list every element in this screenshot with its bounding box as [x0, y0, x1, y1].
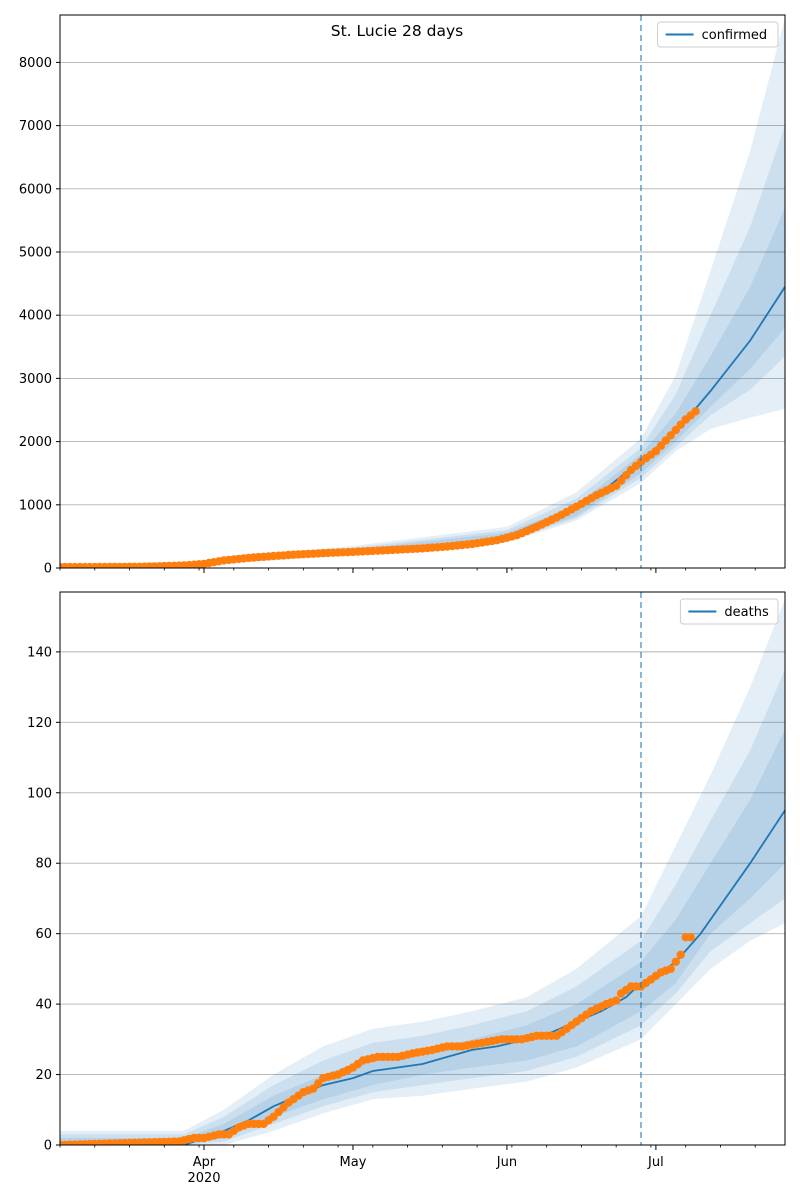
data-point	[656, 441, 666, 450]
legend: deaths	[679, 598, 779, 625]
y-axis: 0 1000 2000 3000 4000 5000 6000 7000 8000	[19, 56, 60, 577]
uncertainty-band	[60, 18, 785, 568]
y-tick-label: 7000	[19, 119, 52, 134]
x-axis	[59, 568, 756, 573]
x-tick-sublabel: 2020	[187, 1171, 220, 1186]
y-tick-label: 100	[27, 786, 52, 801]
y-tick-label: 120	[27, 716, 52, 731]
y-tick-label: 40	[35, 998, 52, 1013]
legend: confirmed	[657, 21, 779, 48]
data-point	[621, 471, 631, 480]
x-tick-label: Apr	[193, 1155, 216, 1170]
y-axis: 0 20 40 60 80 100 120 140	[27, 645, 60, 1154]
data-point	[671, 425, 680, 435]
observed-markers	[60, 407, 700, 568]
axes-frame	[59, 14, 786, 569]
y-tick-label: 60	[35, 927, 52, 942]
uncertainty-band	[60, 669, 785, 1145]
data-point	[666, 431, 675, 440]
legend-label: deaths	[724, 605, 769, 620]
data-point	[612, 996, 621, 1005]
data-point	[676, 950, 685, 959]
y-tick-label: 3000	[19, 372, 52, 387]
legend-label: confirmed	[702, 28, 768, 43]
x-tick-label: Jul	[647, 1155, 664, 1170]
axes-frame	[59, 591, 786, 1146]
confirmed-panel: 0 1000 2000 3000 4000 5000 6000 7000 8000 confirm…	[19, 14, 786, 577]
y-tick-label: 2000	[19, 435, 52, 450]
data-point	[676, 420, 685, 429]
data-point	[666, 964, 675, 974]
legend-box	[679, 598, 779, 625]
data-point	[314, 1079, 323, 1088]
observed-markers	[60, 933, 695, 1145]
y-tick-label: 80	[35, 857, 52, 872]
y-tick-label: 20	[35, 1068, 52, 1083]
data-point	[671, 957, 680, 966]
legend-box	[657, 21, 779, 48]
y-tick-label: 5000	[19, 246, 52, 261]
x-tick-label: Jun	[496, 1155, 517, 1170]
data-point	[661, 436, 670, 445]
y-tick-label: 0	[44, 1139, 52, 1154]
uncertainty-band	[60, 729, 785, 1145]
y-tick-label: 6000	[19, 182, 52, 197]
data-point	[691, 407, 700, 416]
data-point	[686, 933, 695, 942]
y-tick-label: 1000	[19, 498, 52, 513]
chart-title: St. Lucie 28 days	[331, 22, 463, 40]
x-tick-label: May	[340, 1155, 367, 1170]
y-tick-label: 140	[27, 645, 52, 660]
y-tick-label: 4000	[19, 309, 52, 324]
gridlines	[60, 651, 785, 1146]
y-tick-label: 0	[44, 562, 52, 577]
uncertainty-band	[60, 125, 785, 568]
gridlines	[60, 61, 785, 569]
data-point	[616, 476, 626, 485]
data-point	[651, 446, 661, 456]
y-tick-label: 8000	[19, 56, 52, 71]
